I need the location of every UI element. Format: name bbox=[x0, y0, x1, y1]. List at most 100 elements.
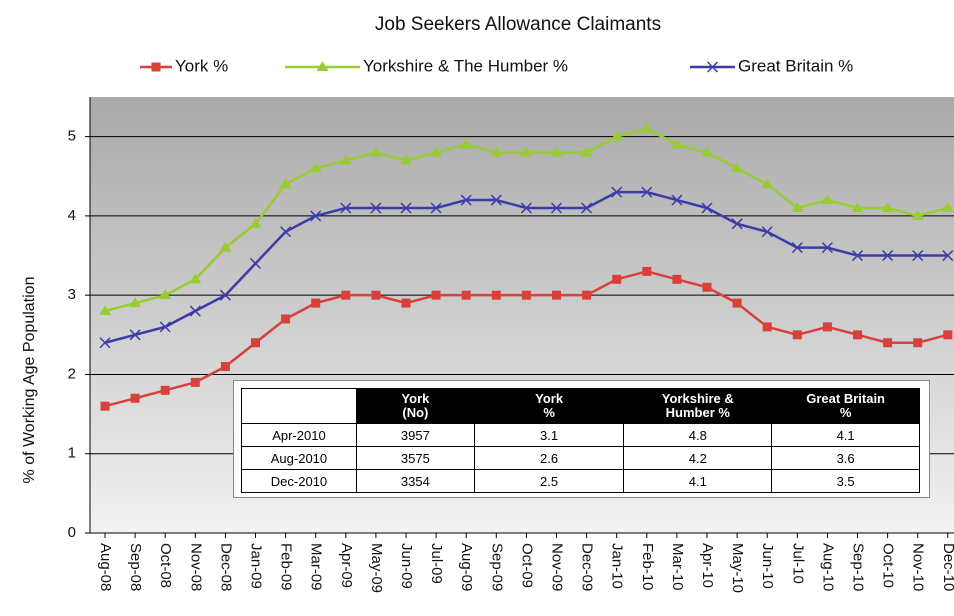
x-tick-label: Oct-08 bbox=[157, 543, 174, 588]
table-cell: Aug-2010 bbox=[241, 446, 357, 470]
x-tick-label: Apr-09 bbox=[338, 543, 355, 588]
x-tick-label: Apr-10 bbox=[699, 543, 716, 588]
marker bbox=[881, 201, 894, 212]
y-tick-label: 2 bbox=[68, 365, 76, 382]
legend-label: York % bbox=[175, 56, 228, 75]
marker bbox=[189, 273, 202, 284]
marker bbox=[461, 290, 471, 300]
table-box: York (No) York % Yorkshire & Humber % Great… bbox=[233, 380, 930, 498]
marker bbox=[316, 61, 329, 71]
header-row: York (No) York % Yorkshire & Humber % Great… bbox=[241, 388, 920, 424]
marker bbox=[430, 146, 443, 157]
marker bbox=[671, 194, 683, 206]
table-cell: Dec-2010 bbox=[241, 469, 357, 493]
marker bbox=[641, 186, 653, 198]
legend-label: Great Britain % bbox=[738, 56, 853, 75]
x-tick-label: Jan-10 bbox=[609, 543, 626, 589]
x-tick-label: Jun-09 bbox=[398, 543, 415, 589]
marker bbox=[941, 201, 954, 212]
x-tick-label: Oct-10 bbox=[880, 543, 897, 588]
y-tick-label: 1 bbox=[68, 445, 76, 462]
marker bbox=[702, 282, 712, 292]
marker bbox=[943, 330, 953, 340]
marker bbox=[341, 290, 351, 300]
marker bbox=[400, 202, 412, 214]
marker bbox=[792, 330, 802, 340]
marker bbox=[310, 210, 322, 222]
marker bbox=[520, 146, 533, 157]
table-row: Aug-2010 3575 2.6 4.2 3.6 bbox=[241, 446, 920, 470]
header-cell: Great Britain % bbox=[771, 388, 920, 424]
table-cell: Apr-2010 bbox=[241, 423, 357, 447]
marker bbox=[520, 202, 532, 214]
marker bbox=[340, 202, 352, 214]
x-tick-label: Sep-10 bbox=[850, 543, 867, 591]
x-tick-label: Mar-09 bbox=[308, 543, 325, 591]
marker bbox=[706, 61, 719, 73]
marker bbox=[460, 194, 472, 206]
table-row: Apr-2010 3957 3.1 4.8 4.1 bbox=[241, 423, 920, 447]
x-tick-label: May-10 bbox=[729, 543, 746, 593]
marker bbox=[400, 154, 412, 165]
marker bbox=[460, 138, 473, 149]
marker bbox=[401, 298, 411, 308]
marker bbox=[151, 62, 161, 72]
x-tick-label: Aug-10 bbox=[819, 543, 836, 591]
table-cell: 3575 bbox=[355, 446, 475, 470]
marker bbox=[761, 226, 773, 238]
marker bbox=[369, 146, 382, 157]
marker bbox=[911, 209, 924, 220]
marker bbox=[219, 241, 232, 252]
x-tick-label: May-09 bbox=[368, 543, 385, 593]
marker bbox=[430, 202, 442, 214]
table-cell: 4.1 bbox=[771, 423, 920, 447]
header-cell: York % bbox=[473, 388, 625, 424]
marker bbox=[670, 138, 683, 149]
marker bbox=[851, 250, 864, 262]
marker bbox=[249, 257, 262, 270]
marker bbox=[129, 297, 142, 308]
marker bbox=[580, 146, 593, 157]
marker bbox=[821, 242, 833, 254]
x-tick-label: Jul-09 bbox=[428, 543, 445, 584]
marker bbox=[309, 162, 322, 173]
x-tick-label: Sep-08 bbox=[127, 543, 144, 591]
marker bbox=[370, 202, 382, 214]
marker bbox=[640, 122, 653, 133]
x-tick-label: Dec-10 bbox=[940, 543, 954, 591]
y-tick-label: 5 bbox=[68, 128, 76, 145]
table-row: Dec-2010 3354 2.5 4.1 3.5 bbox=[241, 469, 920, 493]
marker bbox=[130, 393, 140, 403]
x-tick-label: Dec-08 bbox=[217, 543, 234, 591]
marker bbox=[882, 250, 894, 262]
marker bbox=[490, 146, 503, 157]
marker bbox=[611, 186, 623, 198]
marker bbox=[610, 130, 623, 141]
table-cell: 3957 bbox=[355, 423, 475, 447]
y-tick-label: 4 bbox=[68, 207, 76, 224]
y-tick-label: 3 bbox=[68, 286, 76, 303]
marker bbox=[219, 289, 231, 301]
marker bbox=[853, 330, 862, 340]
marker bbox=[550, 202, 563, 214]
x-tick-label: Jul-10 bbox=[789, 543, 806, 584]
header-cell: York (No) bbox=[355, 388, 475, 424]
header-cell: Yorkshire & Humber % bbox=[623, 388, 773, 424]
x-tick-label: Jan-09 bbox=[248, 543, 265, 589]
x-tick-label: Feb-09 bbox=[278, 543, 295, 591]
marker bbox=[99, 337, 111, 349]
marker bbox=[731, 218, 743, 230]
x-tick-label: Sep-09 bbox=[488, 543, 505, 591]
marker bbox=[160, 385, 170, 395]
legend-label: Yorkshire & The Humber % bbox=[363, 56, 568, 75]
marker bbox=[731, 162, 744, 173]
marker bbox=[279, 178, 292, 189]
marker bbox=[732, 298, 742, 308]
marker bbox=[550, 146, 563, 157]
marker bbox=[129, 329, 141, 341]
marker bbox=[851, 201, 864, 212]
table-cell: 4.8 bbox=[623, 423, 773, 447]
marker bbox=[220, 362, 230, 372]
marker bbox=[189, 305, 201, 317]
